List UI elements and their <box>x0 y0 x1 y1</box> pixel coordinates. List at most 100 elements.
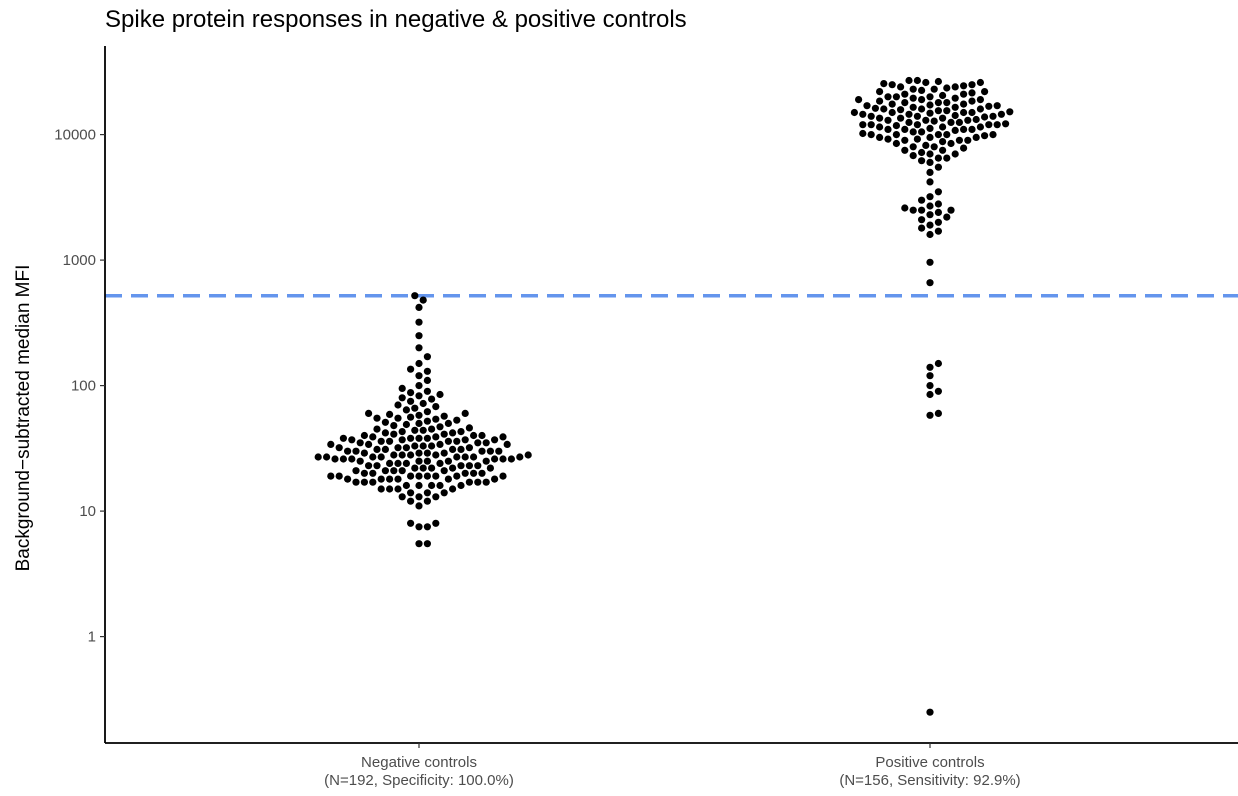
negative-control-point <box>423 408 431 416</box>
negative-control-point <box>373 462 381 470</box>
negative-control-point <box>499 433 507 441</box>
negative-control-point <box>402 406 410 414</box>
negative-control-point <box>327 440 335 448</box>
negative-control-point <box>381 445 389 453</box>
negative-control-point <box>415 502 423 510</box>
negative-control-point <box>436 440 444 448</box>
positive-control-point <box>951 103 959 111</box>
negative-control-point <box>386 410 394 418</box>
negative-control-point <box>386 475 394 483</box>
negative-control-point <box>344 475 352 483</box>
negative-control-point <box>423 489 431 497</box>
positive-control-point <box>976 78 985 87</box>
positive-control-point <box>934 154 943 162</box>
positive-control-point <box>960 100 968 108</box>
negative-control-point <box>373 414 381 422</box>
positive-control-point <box>901 99 909 107</box>
x-category-label: Positive controls <box>875 754 984 771</box>
y-tick-label: 1000 <box>63 252 96 269</box>
positive-control-point <box>947 206 955 214</box>
negative-control-point <box>386 459 394 467</box>
positive-control-point <box>892 131 901 139</box>
positive-control-point <box>901 90 909 98</box>
negative-control-point <box>415 419 423 427</box>
positive-control-point <box>926 708 934 716</box>
positive-control-point <box>859 129 867 138</box>
positive-control-point <box>897 114 905 122</box>
y-tick-label: 10 <box>79 503 96 520</box>
negative-control-point <box>470 469 478 477</box>
negative-control-point <box>432 451 440 459</box>
positive-control-point <box>918 206 926 214</box>
negative-control-point <box>432 472 440 480</box>
positive-control-point <box>909 128 917 136</box>
negative-control-point <box>415 434 423 442</box>
positive-control-point <box>926 390 934 399</box>
positive-control-point <box>918 148 926 157</box>
positive-control-point <box>926 193 934 201</box>
positive-control-point <box>884 116 892 124</box>
negative-control-point <box>432 433 440 441</box>
negative-control-point <box>428 395 436 403</box>
positive-control-point <box>926 221 934 229</box>
negative-control-point <box>482 457 490 465</box>
negative-control-point <box>423 449 431 457</box>
negative-control-point <box>419 399 427 408</box>
positive-control-point <box>934 200 943 208</box>
y-tick-label: 100 <box>71 378 96 395</box>
negative-control-point <box>407 519 415 527</box>
positive-control-point <box>926 372 934 380</box>
negative-control-point <box>411 426 419 434</box>
positive-control-point <box>972 115 980 124</box>
positive-control-point <box>997 110 1006 118</box>
positive-control-point <box>859 121 867 129</box>
negative-control-point <box>360 478 368 486</box>
positive-control-point <box>926 93 934 101</box>
positive-control-point <box>947 139 955 148</box>
negative-control-point <box>369 478 377 486</box>
positive-control-point <box>968 108 976 117</box>
negative-control-point <box>465 478 473 486</box>
positive-control-point <box>892 139 901 148</box>
positive-control-point <box>951 94 959 102</box>
negative-control-point <box>461 469 469 477</box>
positive-control-point <box>968 97 976 105</box>
negative-control-point <box>323 453 331 461</box>
positive-control-point <box>989 131 997 139</box>
positive-control-point <box>884 135 892 143</box>
negative-control-point <box>465 424 473 432</box>
negative-control-point <box>348 455 356 463</box>
negative-control-point <box>419 296 427 304</box>
positive-control-point <box>880 80 888 88</box>
x-category-sublabel: (N=156, Sensitivity: 92.9%) <box>839 772 1020 789</box>
positive-control-point <box>909 85 917 93</box>
positive-control-point <box>926 202 934 210</box>
positive-control-point <box>926 230 934 239</box>
negative-control-point <box>465 462 473 470</box>
negative-control-point <box>524 451 532 459</box>
negative-control-point <box>423 497 431 505</box>
negative-control-point <box>453 453 461 461</box>
positive-control-point <box>972 133 980 141</box>
positive-control-point <box>892 122 901 130</box>
positive-control-point <box>989 112 997 120</box>
negative-control-point <box>402 444 410 452</box>
negative-control-point <box>415 392 423 400</box>
positive-control-point <box>976 105 985 113</box>
positive-control-point <box>968 125 976 133</box>
negative-control-point <box>474 478 482 486</box>
positive-control-point <box>934 387 943 395</box>
negative-control-point <box>415 493 423 501</box>
plot-area: 1 10 100 1000 10000 Negative controls(N=192,… <box>54 46 1238 789</box>
negative-control-point <box>457 462 465 470</box>
positive-control-point <box>876 97 884 105</box>
positive-control-point <box>926 382 934 390</box>
negative-control-point <box>373 425 381 433</box>
negative-control-point <box>394 444 402 452</box>
negative-control-point <box>432 415 440 423</box>
negative-control-point <box>423 387 431 395</box>
negative-control-point <box>482 439 490 447</box>
negative-control-point <box>449 485 457 493</box>
positive-control-point <box>930 143 938 151</box>
positive-control-point <box>905 110 913 118</box>
